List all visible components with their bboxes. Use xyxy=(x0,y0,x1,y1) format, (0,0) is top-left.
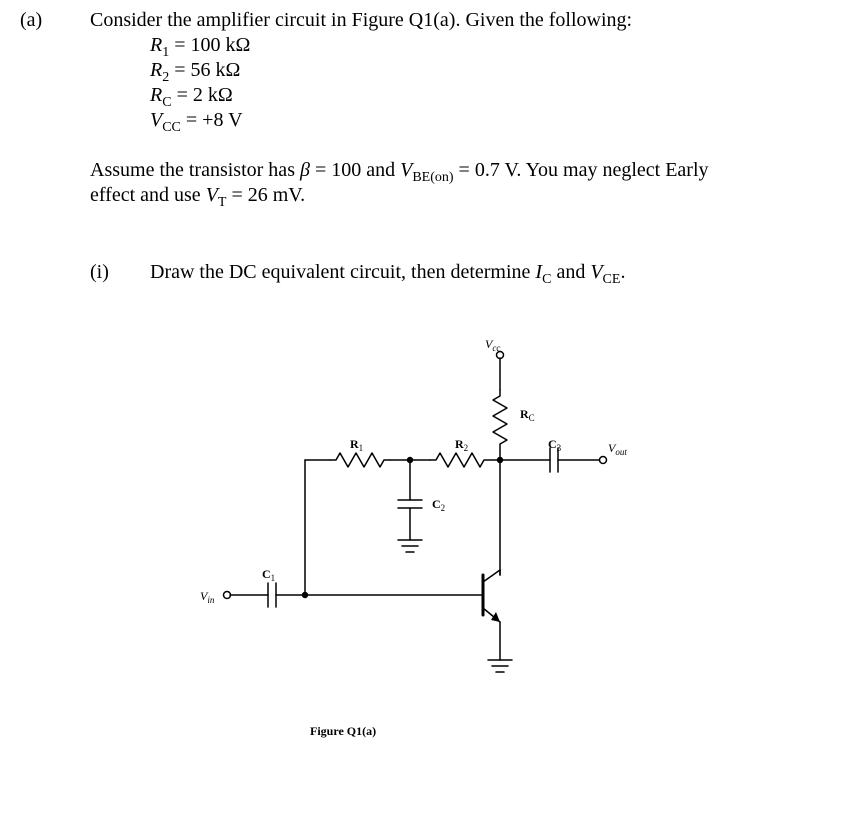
beta-sym: β xyxy=(300,159,310,181)
label-rc: RC xyxy=(520,407,535,423)
ic-sub: C xyxy=(542,272,551,287)
assume-line2: effect and use VT = 26 mV. xyxy=(90,183,305,212)
label-c3: C3 xyxy=(548,437,562,453)
vce-sym: V xyxy=(590,261,602,283)
vt-sym: V xyxy=(206,184,218,206)
label-vout: Vout xyxy=(608,441,627,457)
vbeon-sym: V xyxy=(400,159,412,181)
vt-eq: = 26 mV. xyxy=(231,184,305,206)
circuit-diagram: Vcc RC R1 R2 C3 Vout C2 C1 Vin Figure Q1… xyxy=(200,340,700,760)
label-r1: R1 xyxy=(350,437,363,453)
vbeon-eq: = 0.7 V. You may neglect Early xyxy=(459,159,709,181)
subpart-pre: Draw the DC equivalent circuit, then det… xyxy=(150,261,535,283)
vce-sub: CE xyxy=(603,272,621,287)
label-r2: R2 xyxy=(455,437,468,453)
eq-r2: = 56 kΩ xyxy=(174,59,240,81)
given-vcc: VCC = +8 V xyxy=(150,108,243,137)
circuit-svg: Vcc RC R1 R2 C3 Vout C2 C1 Vin Figure Q1… xyxy=(200,340,700,760)
sym-r1: R xyxy=(150,34,162,56)
part-label: (a) xyxy=(20,8,42,33)
subpart-label: (i) xyxy=(90,260,109,285)
sym-vcc: V xyxy=(150,109,162,131)
period: . xyxy=(620,261,625,283)
and-text: and xyxy=(556,261,590,283)
sym-rc: R xyxy=(150,84,162,106)
assume-line2-pre: effect and use xyxy=(90,184,206,206)
label-c1: C1 xyxy=(262,567,275,583)
eq-r1: = 100 kΩ xyxy=(174,34,250,56)
beta-eq: = 100 and xyxy=(315,159,400,181)
vt-sub: T xyxy=(218,195,227,210)
eq-vcc: = +8 V xyxy=(186,109,243,131)
vbeon-sub: BE(on) xyxy=(412,170,453,185)
label-vin: Vin xyxy=(200,589,215,605)
assume-pre: Assume the transistor has xyxy=(90,159,300,181)
label-c2: C2 xyxy=(432,497,445,513)
page: (a) Consider the amplifier circuit in Fi… xyxy=(0,0,846,824)
intro-text: Consider the amplifier circuit in Figure… xyxy=(90,8,632,33)
sym-r2: R xyxy=(150,59,162,81)
figure-caption: Figure Q1(a) xyxy=(310,724,376,738)
subpart-text: Draw the DC equivalent circuit, then det… xyxy=(150,260,625,289)
eq-rc: = 2 kΩ xyxy=(177,84,233,106)
label-vcc: Vcc xyxy=(485,340,500,353)
sub-vcc: CC xyxy=(162,120,181,135)
